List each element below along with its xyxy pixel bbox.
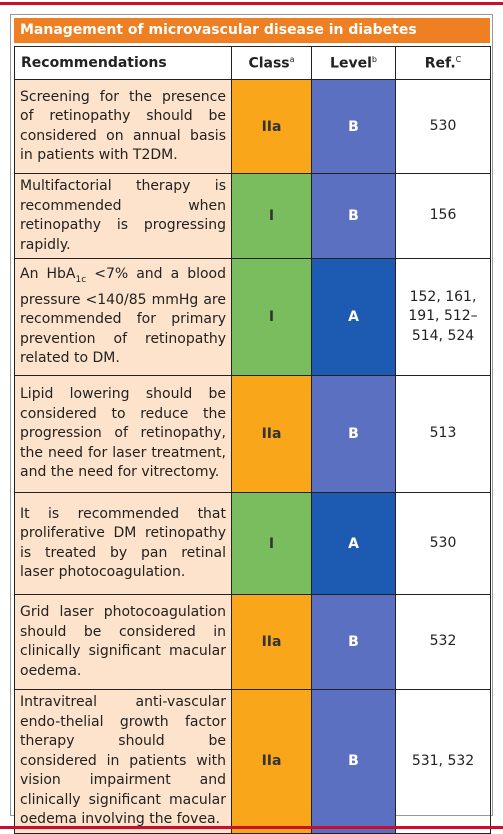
column-header: Recommendations bbox=[14, 46, 232, 80]
recommendation: Lipid lowering should be considered to r… bbox=[14, 375, 232, 493]
reference: 531, 532 bbox=[395, 689, 491, 834]
class-cell: IIa bbox=[231, 375, 312, 493]
column-header-text: Ref. bbox=[424, 55, 456, 72]
class-cell: I bbox=[231, 258, 312, 376]
column-header: Classa bbox=[231, 46, 312, 80]
table-row: Screening for the presence of retinopath… bbox=[14, 79, 491, 174]
column-header-text: Class bbox=[248, 55, 290, 72]
column-header-text: Recommendations bbox=[21, 55, 167, 71]
table-row: Multifactorial therapy is recommended wh… bbox=[14, 173, 491, 259]
class-cell: IIa bbox=[231, 689, 312, 834]
recommendation: It is recommended that proliferative DM … bbox=[14, 492, 232, 595]
subscript: 1c bbox=[75, 275, 87, 286]
class-cell: I bbox=[231, 173, 312, 259]
table-row: An HbA1c <7% and a blood pressure <140/8… bbox=[14, 258, 491, 376]
column-header-footnote: b bbox=[371, 54, 377, 64]
top-rule bbox=[0, 2, 503, 5]
table-title: Management of microvascular disease in d… bbox=[14, 18, 490, 43]
reference: 532 bbox=[395, 594, 491, 690]
recommendation-text: An HbA bbox=[20, 266, 76, 283]
reference: 513 bbox=[395, 375, 491, 493]
bottom-rule bbox=[0, 826, 503, 829]
recommendation-text: <7% and a blood pressure <140/85 mmHg ar… bbox=[20, 266, 226, 367]
table-row: Intravitreal anti-vascular endo-thelial … bbox=[14, 689, 491, 834]
column-header: Ref.C bbox=[395, 46, 491, 80]
header-row: Recommendations Classa Levelb Ref.C bbox=[14, 46, 491, 80]
table-row: It is recommended that proliferative DM … bbox=[14, 492, 491, 595]
table-row: Lipid lowering should be considered to r… bbox=[14, 375, 491, 493]
table-row: Grid laser photocoagulation should be co… bbox=[14, 594, 491, 690]
recommendation: Multifactorial therapy is recommended wh… bbox=[14, 173, 232, 259]
level-cell: B bbox=[311, 79, 396, 174]
level-cell: A bbox=[311, 258, 396, 376]
recommendation: Screening for the presence of retinopath… bbox=[14, 79, 232, 174]
recommendations-table: Recommendations Classa Levelb Ref.C Screeni… bbox=[14, 46, 491, 834]
recommendation: Intravitreal anti-vascular endo-thelial … bbox=[14, 689, 232, 834]
column-header-footnote: C bbox=[455, 54, 462, 64]
level-cell: B bbox=[311, 689, 396, 834]
recommendation: Grid laser photocoagulation should be co… bbox=[14, 594, 232, 690]
class-cell: IIa bbox=[231, 594, 312, 690]
reference: 152, 161, 191, 512–514, 524 bbox=[395, 258, 491, 376]
level-cell: A bbox=[311, 492, 396, 595]
recommendation: An HbA1c <7% and a blood pressure <140/8… bbox=[14, 258, 232, 376]
level-cell: B bbox=[311, 375, 396, 493]
column-header-footnote: a bbox=[289, 54, 295, 64]
reference: 530 bbox=[395, 79, 491, 174]
column-header-text: Level bbox=[330, 55, 372, 72]
level-cell: B bbox=[311, 173, 396, 259]
reference: 530 bbox=[395, 492, 491, 595]
level-cell: B bbox=[311, 594, 396, 690]
class-cell: I bbox=[231, 492, 312, 595]
class-cell: IIa bbox=[231, 79, 312, 174]
column-header: Levelb bbox=[311, 46, 396, 80]
table-body: Screening for the presence of retinopath… bbox=[14, 79, 491, 834]
reference: 156 bbox=[395, 173, 491, 259]
